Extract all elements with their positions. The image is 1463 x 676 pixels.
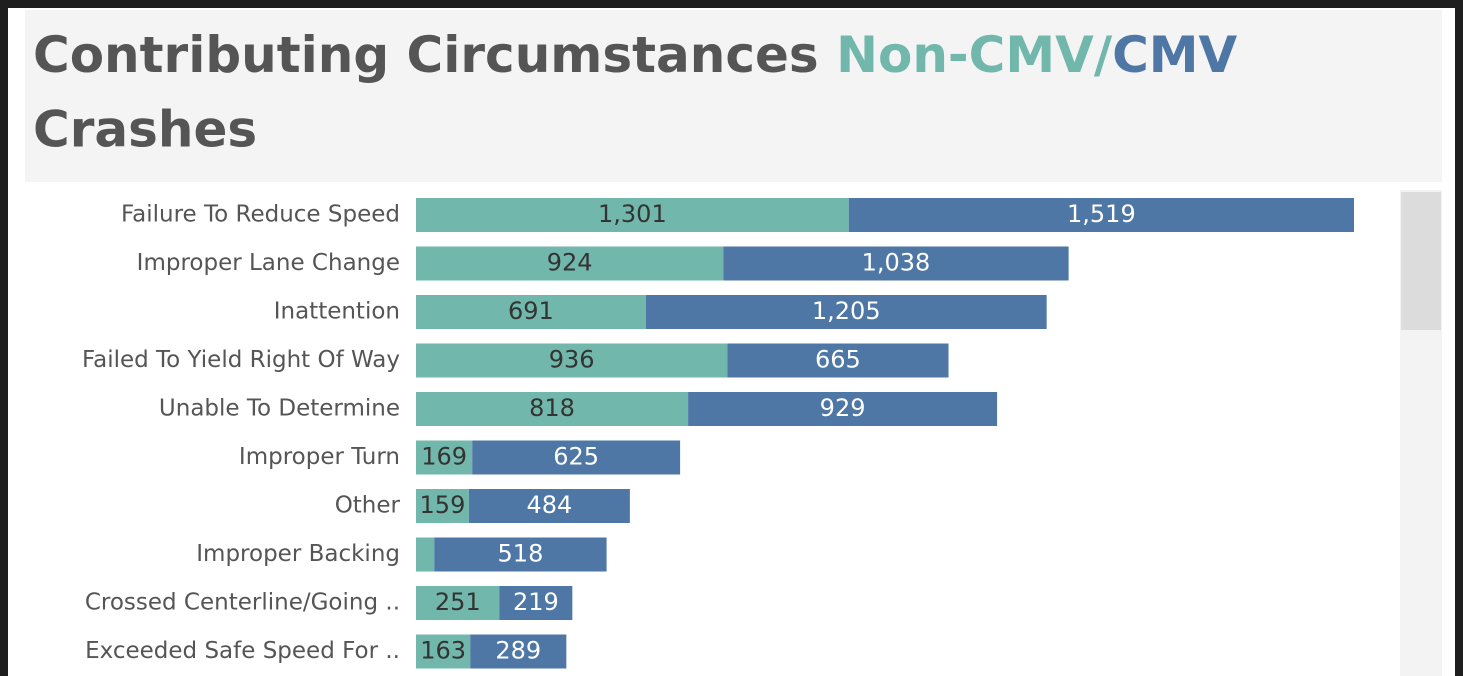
bar — [416, 537, 435, 572]
y-tick-label: Inattention — [274, 299, 400, 325]
data-label: 665 — [815, 346, 861, 374]
bar — [434, 537, 607, 572]
data-label: 1,205 — [812, 297, 881, 325]
data-label: 936 — [549, 346, 595, 374]
data-label: 159 — [420, 491, 466, 519]
y-tick-label: Unable To Determine — [159, 396, 400, 422]
data-label: 251 — [435, 588, 481, 616]
y-tick-label: Improper Lane Change — [137, 250, 400, 276]
data-label: 169 — [421, 443, 467, 471]
data-label: 1,301 — [598, 200, 667, 228]
title-area — [25, 10, 1442, 182]
bar — [416, 489, 469, 523]
data-label: 518 — [498, 540, 544, 568]
chart-title: Contributing Circumstances Non-CMV/CMV — [33, 26, 1238, 84]
bar — [416, 586, 500, 620]
bar — [468, 489, 630, 523]
bar — [416, 343, 728, 378]
data-label: 929 — [820, 394, 866, 422]
title-series: CMV — [1112, 26, 1237, 84]
data-label: 484 — [526, 491, 572, 519]
bar — [499, 586, 573, 620]
title-separator: / — [1094, 26, 1113, 84]
y-tick-label: Failed To Yield Right Of Way — [82, 347, 400, 373]
bar — [645, 295, 1047, 329]
y-tick-label: Other — [335, 493, 401, 519]
bar — [416, 246, 724, 281]
data-label: 924 — [547, 249, 593, 277]
chart-title: Crashes — [33, 101, 257, 159]
scrollbar-thumb[interactable] — [1401, 192, 1441, 330]
data-label: 289 — [495, 637, 541, 665]
bar — [723, 246, 1069, 281]
bar — [416, 295, 646, 329]
data-label: 1,519 — [1067, 200, 1136, 228]
data-label: 625 — [553, 443, 599, 471]
bar — [472, 440, 681, 475]
bar — [416, 634, 471, 669]
y-tick-label: Improper Backing — [196, 541, 400, 567]
data-label: 163 — [420, 637, 466, 665]
title-start: Contributing Circumstances — [33, 26, 819, 84]
title-series: Non-CMV — [836, 26, 1094, 84]
data-label: 818 — [529, 394, 575, 422]
data-label: 219 — [513, 588, 559, 616]
bar — [416, 440, 473, 475]
bar — [470, 634, 567, 669]
data-label: 691 — [508, 297, 554, 325]
bar — [416, 198, 849, 232]
y-tick-label: Failure To Reduce Speed — [121, 202, 400, 228]
data-label: 1,038 — [862, 249, 931, 277]
y-tick-label: Exceeded Safe Speed For .. — [85, 638, 400, 664]
bar — [688, 392, 998, 426]
bar — [727, 343, 949, 378]
bar — [848, 198, 1354, 232]
y-tick-label: Improper Turn — [239, 444, 400, 470]
bar — [416, 392, 689, 426]
y-tick-label: Crossed Centerline/Going .. — [85, 590, 400, 616]
